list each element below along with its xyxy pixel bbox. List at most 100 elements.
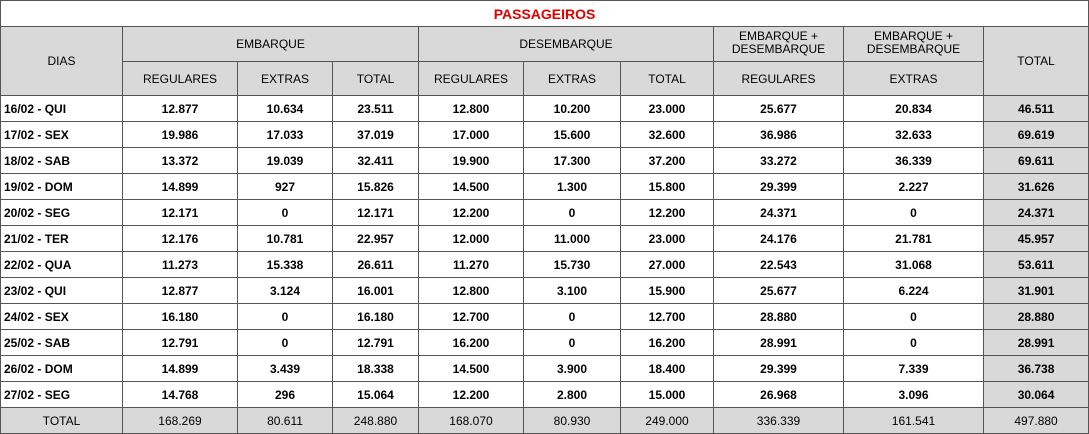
cell: 80.611 — [237, 407, 333, 434]
cell: 26.611 — [332, 251, 419, 278]
cell: 927 — [237, 173, 333, 200]
table-row: 20/02 - SEG 12.171 0 12.171 12.200 0 12.200 24.… — [0, 199, 1089, 226]
cell: 80.930 — [523, 407, 621, 434]
cell: 2.227 — [843, 173, 984, 200]
cell: 12.200 — [620, 199, 714, 226]
column-header: TOTAL — [620, 61, 714, 96]
cell: 29.399 — [713, 173, 844, 200]
cell: 24.371 — [982, 199, 1089, 226]
cell: 0 — [523, 199, 621, 226]
cell: 3.439 — [237, 355, 333, 382]
cell: 0 — [523, 329, 621, 356]
cell: 11.000 — [523, 225, 621, 252]
cell: 12.171 — [332, 199, 419, 226]
cell: 0 — [843, 329, 984, 356]
cell: 2.800 — [523, 381, 621, 408]
table-row: 21/02 - TER 12.176 10.781 22.957 12.000 11.00… — [0, 225, 1089, 252]
cell: 3.100 — [523, 277, 621, 304]
row-label: 23/02 - QUI — [0, 277, 123, 304]
cell: 22.543 — [713, 251, 844, 278]
row-label: 20/02 - SEG — [0, 199, 123, 226]
group-header: EMBARQUE — [122, 26, 419, 62]
cell: 30.064 — [982, 381, 1089, 408]
row-label: 17/02 - SEX — [0, 121, 123, 148]
cell: 32.600 — [620, 121, 714, 148]
row-label: 18/02 - SAB — [0, 147, 123, 174]
column-header: TOTAL — [982, 26, 1089, 96]
cell: 0 — [523, 303, 621, 330]
cell: 32.411 — [332, 147, 419, 174]
cell: 28.880 — [713, 303, 844, 330]
cell: 36.738 — [982, 355, 1089, 382]
cell: 69.619 — [982, 121, 1089, 148]
cell: 11.270 — [418, 251, 524, 278]
cell: 23.000 — [620, 95, 714, 122]
cell: 36.986 — [713, 121, 844, 148]
cell: 296 — [237, 381, 333, 408]
cell: 1.300 — [523, 173, 621, 200]
cell: 12.200 — [418, 199, 524, 226]
column-header: REGULARES — [122, 61, 238, 96]
cell: 0 — [843, 199, 984, 226]
cell: 31.068 — [843, 251, 984, 278]
cell: 53.611 — [982, 251, 1089, 278]
cell: 12.176 — [122, 225, 238, 252]
cell: 6.224 — [843, 277, 984, 304]
table-row: 22/02 - QUA 11.273 15.338 26.611 11.270 15.73… — [0, 251, 1089, 278]
cell: 37.019 — [332, 121, 419, 148]
cell: 23.000 — [620, 225, 714, 252]
cell: 14.768 — [122, 381, 238, 408]
cell: 12.877 — [122, 277, 238, 304]
cell: 12.171 — [122, 199, 238, 226]
cell: 24.371 — [713, 199, 844, 226]
cell: 19.986 — [122, 121, 238, 148]
cell: 248.880 — [332, 407, 419, 434]
cell: 16.200 — [418, 329, 524, 356]
cell: 36.339 — [843, 147, 984, 174]
cell: 16.180 — [332, 303, 419, 330]
cell: 0 — [237, 199, 333, 226]
row-label: 16/02 - QUI — [0, 95, 123, 122]
cell: 168.269 — [122, 407, 238, 434]
cell: 16.200 — [620, 329, 714, 356]
cell: 46.511 — [982, 95, 1089, 122]
cell: 12.200 — [418, 381, 524, 408]
cell: 12.791 — [332, 329, 419, 356]
table-row: 18/02 - SAB 13.372 19.039 32.411 19.900 17.30… — [0, 147, 1089, 174]
cell: 249.000 — [620, 407, 714, 434]
cell: 3.124 — [237, 277, 333, 304]
table-row: 17/02 - SEX 19.986 17.033 37.019 17.000 15.60… — [0, 121, 1089, 148]
cell: 23.511 — [332, 95, 419, 122]
cell: 11.273 — [122, 251, 238, 278]
cell: 25.677 — [713, 277, 844, 304]
cell: 37.200 — [620, 147, 714, 174]
cell: 3.096 — [843, 381, 984, 408]
cell: 21.781 — [843, 225, 984, 252]
cell: 24.176 — [713, 225, 844, 252]
cell: 168.070 — [418, 407, 524, 434]
column-header: EXTRAS — [843, 61, 984, 96]
cell: 15.064 — [332, 381, 419, 408]
table-row: 24/02 - SEX 16.180 0 16.180 12.700 0 12.700 28.… — [0, 303, 1089, 330]
row-label: TOTAL — [0, 407, 123, 434]
cell: 12.877 — [122, 95, 238, 122]
cell: 12.800 — [418, 277, 524, 304]
cell: 17.033 — [237, 121, 333, 148]
row-label: 22/02 - QUA — [0, 251, 123, 278]
table-row: 27/02 - SEG 14.768 296 15.064 12.200 2.800 15.… — [0, 381, 1089, 408]
group-header: DESEMBARQUE — [418, 26, 714, 62]
cell: 14.500 — [418, 173, 524, 200]
cell: 14.899 — [122, 355, 238, 382]
table-title: PASSAGEIROS — [0, 0, 1089, 27]
cell: 17.300 — [523, 147, 621, 174]
cell: 0 — [843, 303, 984, 330]
cell: 15.000 — [620, 381, 714, 408]
table-row: TOTAL 168.269 80.611 248.880 168.070 80.930 24… — [0, 407, 1089, 434]
cell: 26.968 — [713, 381, 844, 408]
cell: 12.700 — [620, 303, 714, 330]
cell: 28.880 — [982, 303, 1089, 330]
group-header: EMBARQUE + DESEMBARQUE — [843, 26, 984, 62]
cell: 12.000 — [418, 225, 524, 252]
cell: 20.834 — [843, 95, 984, 122]
